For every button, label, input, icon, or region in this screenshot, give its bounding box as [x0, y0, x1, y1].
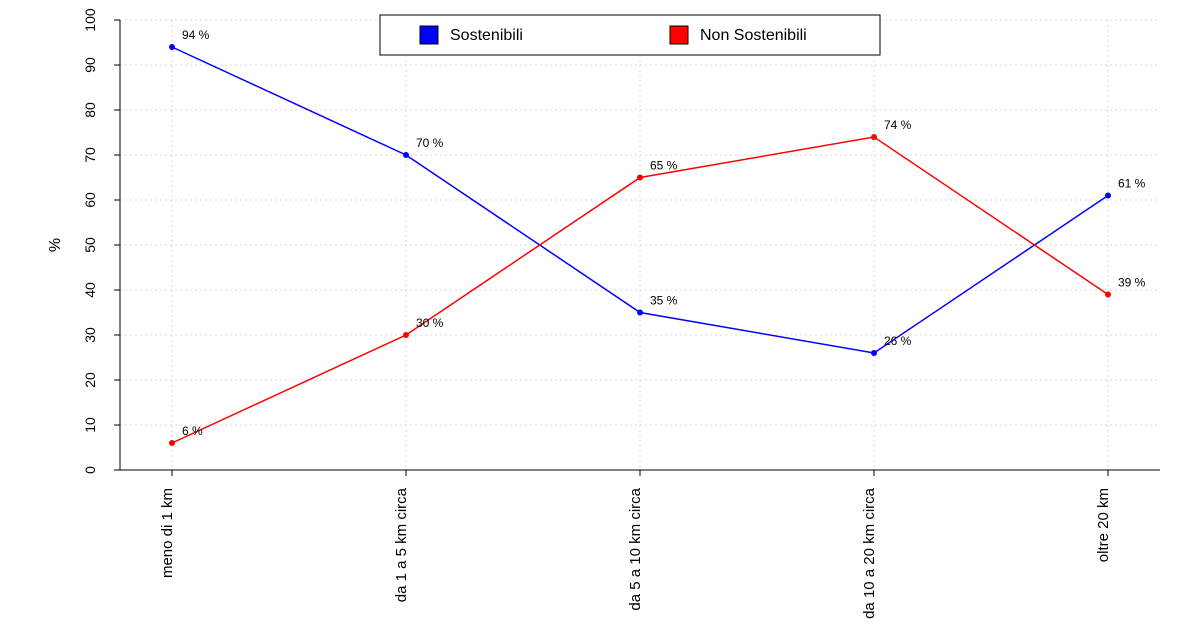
data-label: 74 % — [884, 118, 912, 132]
data-label: 6 % — [182, 424, 203, 438]
x-category-label: meno di 1 km — [159, 488, 176, 578]
data-label: 26 % — [884, 334, 912, 348]
x-category-label: da 5 a 10 km circa — [627, 487, 644, 610]
series-point — [1105, 193, 1111, 199]
x-category-label: da 10 a 20 km circa — [861, 487, 878, 619]
legend-label: Non Sostenibili — [700, 27, 807, 44]
data-label: 30 % — [416, 316, 444, 330]
series-point — [403, 332, 409, 338]
chart-bg — [0, 0, 1200, 630]
y-tick-label: 70 — [82, 147, 98, 163]
series-point — [1105, 292, 1111, 298]
data-label: 65 % — [650, 159, 678, 173]
y-axis-label: % — [47, 238, 64, 252]
legend-swatch — [420, 26, 438, 44]
legend-label: Sostenibili — [450, 27, 523, 44]
data-label: 39 % — [1118, 276, 1146, 290]
data-label: 94 % — [182, 28, 210, 42]
legend-swatch — [670, 26, 688, 44]
x-category-label: da 1 a 5 km circa — [393, 487, 410, 602]
data-label: 35 % — [650, 294, 678, 308]
line-chart: 0 10 20 30 40 50 60 70 80 90 100 meno di 1 km da 1 a… — [0, 0, 1200, 630]
series-point — [637, 310, 643, 316]
series-point — [403, 152, 409, 158]
x-category-label: oltre 20 km — [1095, 488, 1112, 562]
y-tick-label: 50 — [82, 237, 98, 253]
y-tick-label: 90 — [82, 57, 98, 73]
y-tick-label: 40 — [82, 282, 98, 298]
y-tick-label: 30 — [82, 327, 98, 343]
y-tick-label: 20 — [82, 372, 98, 388]
series-point — [871, 350, 877, 356]
chart-svg: 0 10 20 30 40 50 60 70 80 90 100 meno di 1 km da 1 a… — [0, 0, 1200, 630]
series-point — [169, 440, 175, 446]
series-point — [169, 44, 175, 50]
data-label: 70 % — [416, 136, 444, 150]
y-tick-label: 0 — [82, 466, 98, 474]
data-label: 61 % — [1118, 177, 1146, 191]
y-tick-label: 60 — [82, 192, 98, 208]
y-tick-label: 10 — [82, 417, 98, 433]
series-point — [871, 134, 877, 140]
series-point — [637, 175, 643, 181]
y-tick-label: 80 — [82, 102, 98, 118]
y-tick-label: 100 — [82, 8, 98, 32]
